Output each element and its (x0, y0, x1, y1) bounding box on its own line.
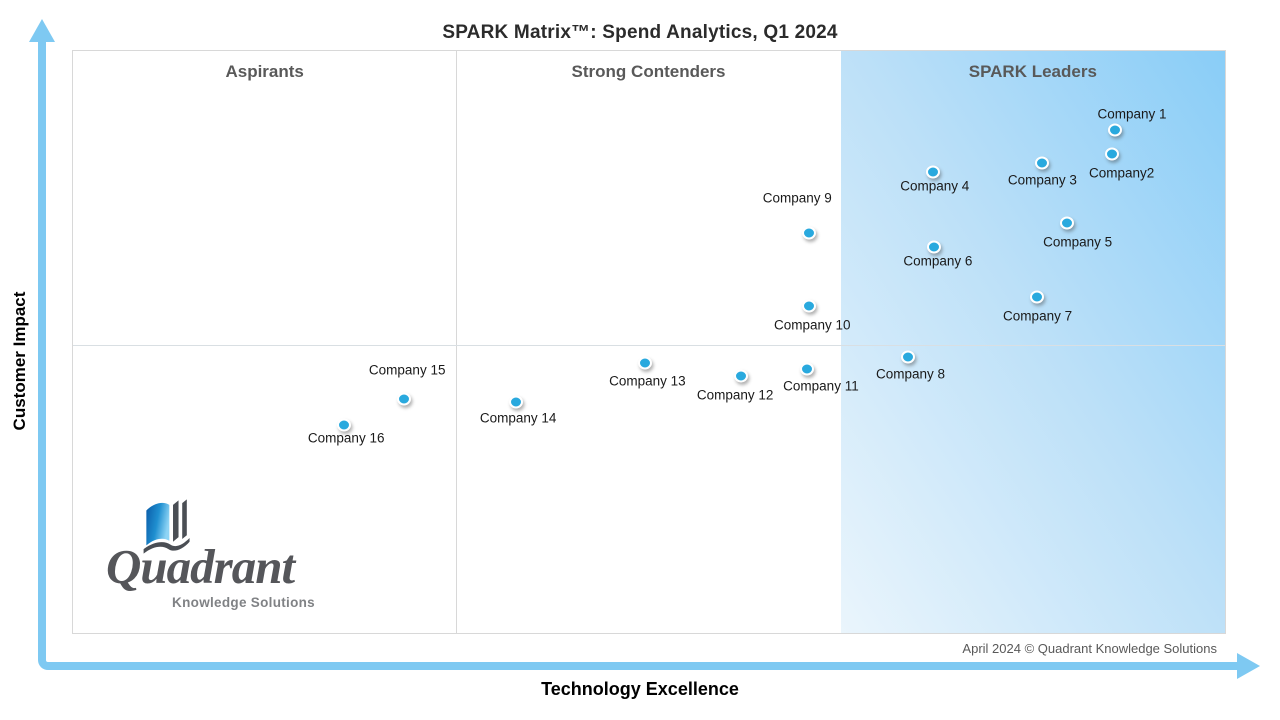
company-label: Company 4 (900, 178, 970, 194)
company-label: Company2 (1088, 165, 1155, 181)
y-axis-arrowhead-icon (29, 19, 55, 42)
company-marker (802, 299, 817, 313)
spark-leaders-shaded-zone (840, 51, 1225, 633)
zone-label-aspirants: Aspirants (225, 62, 304, 81)
company-marker (1108, 123, 1123, 137)
company-marker (926, 240, 941, 254)
zone-divider-line (456, 51, 458, 633)
axis-lines (38, 40, 1238, 670)
company-marker (1059, 216, 1074, 230)
logo-brand-text: Quadrant (106, 539, 295, 594)
company-label: Company 7 (1003, 308, 1073, 324)
company-marker (1035, 156, 1050, 170)
company-label: Company 9 (762, 190, 832, 206)
x-axis-arrowhead-icon (1237, 653, 1260, 679)
copyright-text: April 2024 © Quadrant Knowledge Solution… (962, 641, 1217, 656)
company-marker (802, 226, 817, 240)
company-marker (1029, 290, 1044, 304)
company-marker (925, 165, 940, 179)
company-label: Company 12 (696, 387, 774, 403)
company-label: Company 14 (479, 410, 557, 426)
company-label: Company 8 (875, 366, 946, 382)
company-marker (799, 362, 814, 376)
company-marker (901, 350, 916, 364)
company-label: Company 13 (609, 373, 686, 389)
company-marker (337, 418, 352, 432)
zone-label-strong-contenders: Strong Contenders (571, 62, 726, 81)
company-marker (509, 395, 524, 409)
company-label: Company 6 (903, 253, 973, 269)
x-axis-label: Technology Excellence (541, 679, 739, 699)
company-marker (638, 356, 653, 370)
company-label: Company 16 (307, 430, 385, 446)
zone-label-spark-leaders: SPARK Leaders (968, 62, 1097, 81)
company-label: Company 3 (1007, 172, 1077, 188)
company-label: Company 1 (1097, 106, 1167, 122)
company-label: Company 11 (783, 378, 859, 394)
logo-tagline-text: Knowledge Solutions (172, 595, 315, 610)
open-book-icon (143, 499, 190, 554)
quadrant-divider-line (73, 345, 1225, 346)
company-label: Company 15 (368, 362, 446, 378)
y-axis-label: Customer Impact (10, 291, 29, 431)
plot-area: Aspirants Strong Contenders SPARK Leader… (72, 50, 1226, 634)
company-label: Company 5 (1043, 234, 1113, 250)
company-marker (397, 392, 412, 406)
company-label: Company 10 (773, 317, 851, 333)
company-marker (1104, 147, 1119, 161)
chart-title: SPARK Matrix™: Spend Analytics, Q1 2024 (442, 22, 838, 43)
company-marker (734, 369, 749, 383)
quadrant-logo: Quadrant Knowledge Solutions (106, 497, 321, 615)
